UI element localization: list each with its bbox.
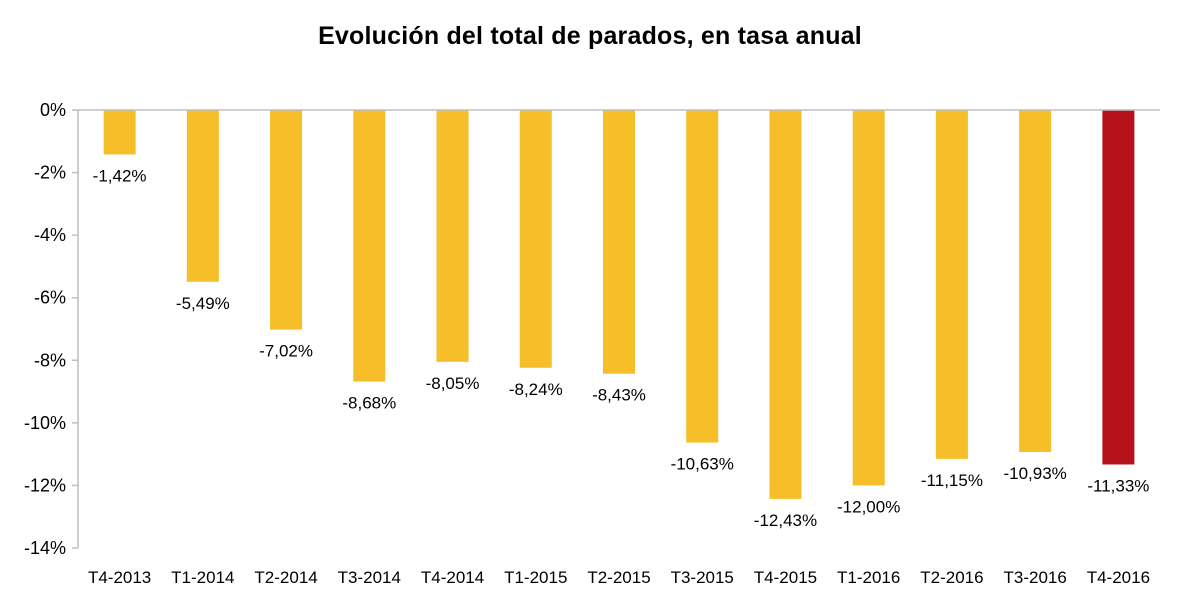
axis-lines — [77, 109, 1160, 548]
bar — [1019, 110, 1052, 452]
data-label: -1,42% — [93, 166, 147, 185]
bar — [186, 110, 219, 282]
x-tick-label: T2-2014 — [254, 568, 317, 587]
bar — [436, 110, 469, 362]
x-axis: T4-2013 T1-2014 T2-2014 T3-2014 T4-2014 T1-20… — [88, 568, 1150, 587]
x-tick-label: T2-2016 — [920, 568, 983, 587]
x-tick-label: T3-2015 — [671, 568, 734, 587]
bar — [686, 110, 719, 443]
x-tick-label: T4-2015 — [754, 568, 817, 587]
data-label: -8,68% — [342, 394, 396, 413]
bar — [935, 110, 968, 459]
data-label: -10,93% — [1003, 464, 1066, 483]
data-label: -5,49% — [176, 294, 230, 313]
bar — [1102, 110, 1135, 465]
bar — [519, 110, 552, 368]
bar — [852, 110, 885, 486]
x-tick-label: T4-2013 — [88, 568, 151, 587]
data-label: -8,43% — [592, 386, 646, 405]
data-label: -12,43% — [754, 511, 817, 530]
x-tick-label: T4-2014 — [421, 568, 484, 587]
x-tick-label: T4-2016 — [1087, 568, 1150, 587]
x-tick-label: T1-2014 — [171, 568, 234, 587]
bar — [603, 110, 635, 374]
bar — [270, 110, 303, 330]
y-tick-label: -14% — [24, 538, 66, 558]
y-tick-label: -4% — [34, 225, 66, 245]
data-label: -12,00% — [837, 497, 900, 516]
x-tick-label: T2-2015 — [587, 568, 650, 587]
data-label: -11,15% — [921, 471, 983, 490]
data-label: -10,63% — [671, 455, 734, 474]
y-tick-label: 0% — [40, 100, 66, 120]
data-labels: -1,42% -5,49% -7,02% -8,68% -8,05% -8,24% -8,4… — [93, 166, 1150, 529]
y-tick-label: -2% — [34, 163, 66, 183]
y-tick-label: -6% — [34, 288, 66, 308]
y-axis: 0% -2% -4% -6% -8% -10% -12% -14% — [24, 100, 78, 558]
x-tick-label: T1-2016 — [837, 568, 900, 587]
x-tick-label: T3-2016 — [1003, 568, 1066, 587]
x-tick-label: T3-2014 — [338, 568, 401, 587]
data-label: -7,02% — [259, 342, 313, 361]
bars — [103, 110, 1135, 499]
bar — [769, 110, 802, 499]
chart-title: Evolución del total de parados, en tasa … — [318, 22, 862, 50]
data-label: -8,24% — [509, 380, 563, 399]
data-label: -8,05% — [426, 374, 480, 393]
data-label: -11,33% — [1087, 476, 1149, 495]
x-tick-label: T1-2015 — [504, 568, 567, 587]
y-tick-label: -12% — [24, 475, 66, 495]
bar — [103, 110, 136, 155]
y-tick-label: -8% — [34, 350, 66, 370]
bar — [353, 110, 386, 382]
y-tick-label: -10% — [24, 413, 66, 433]
